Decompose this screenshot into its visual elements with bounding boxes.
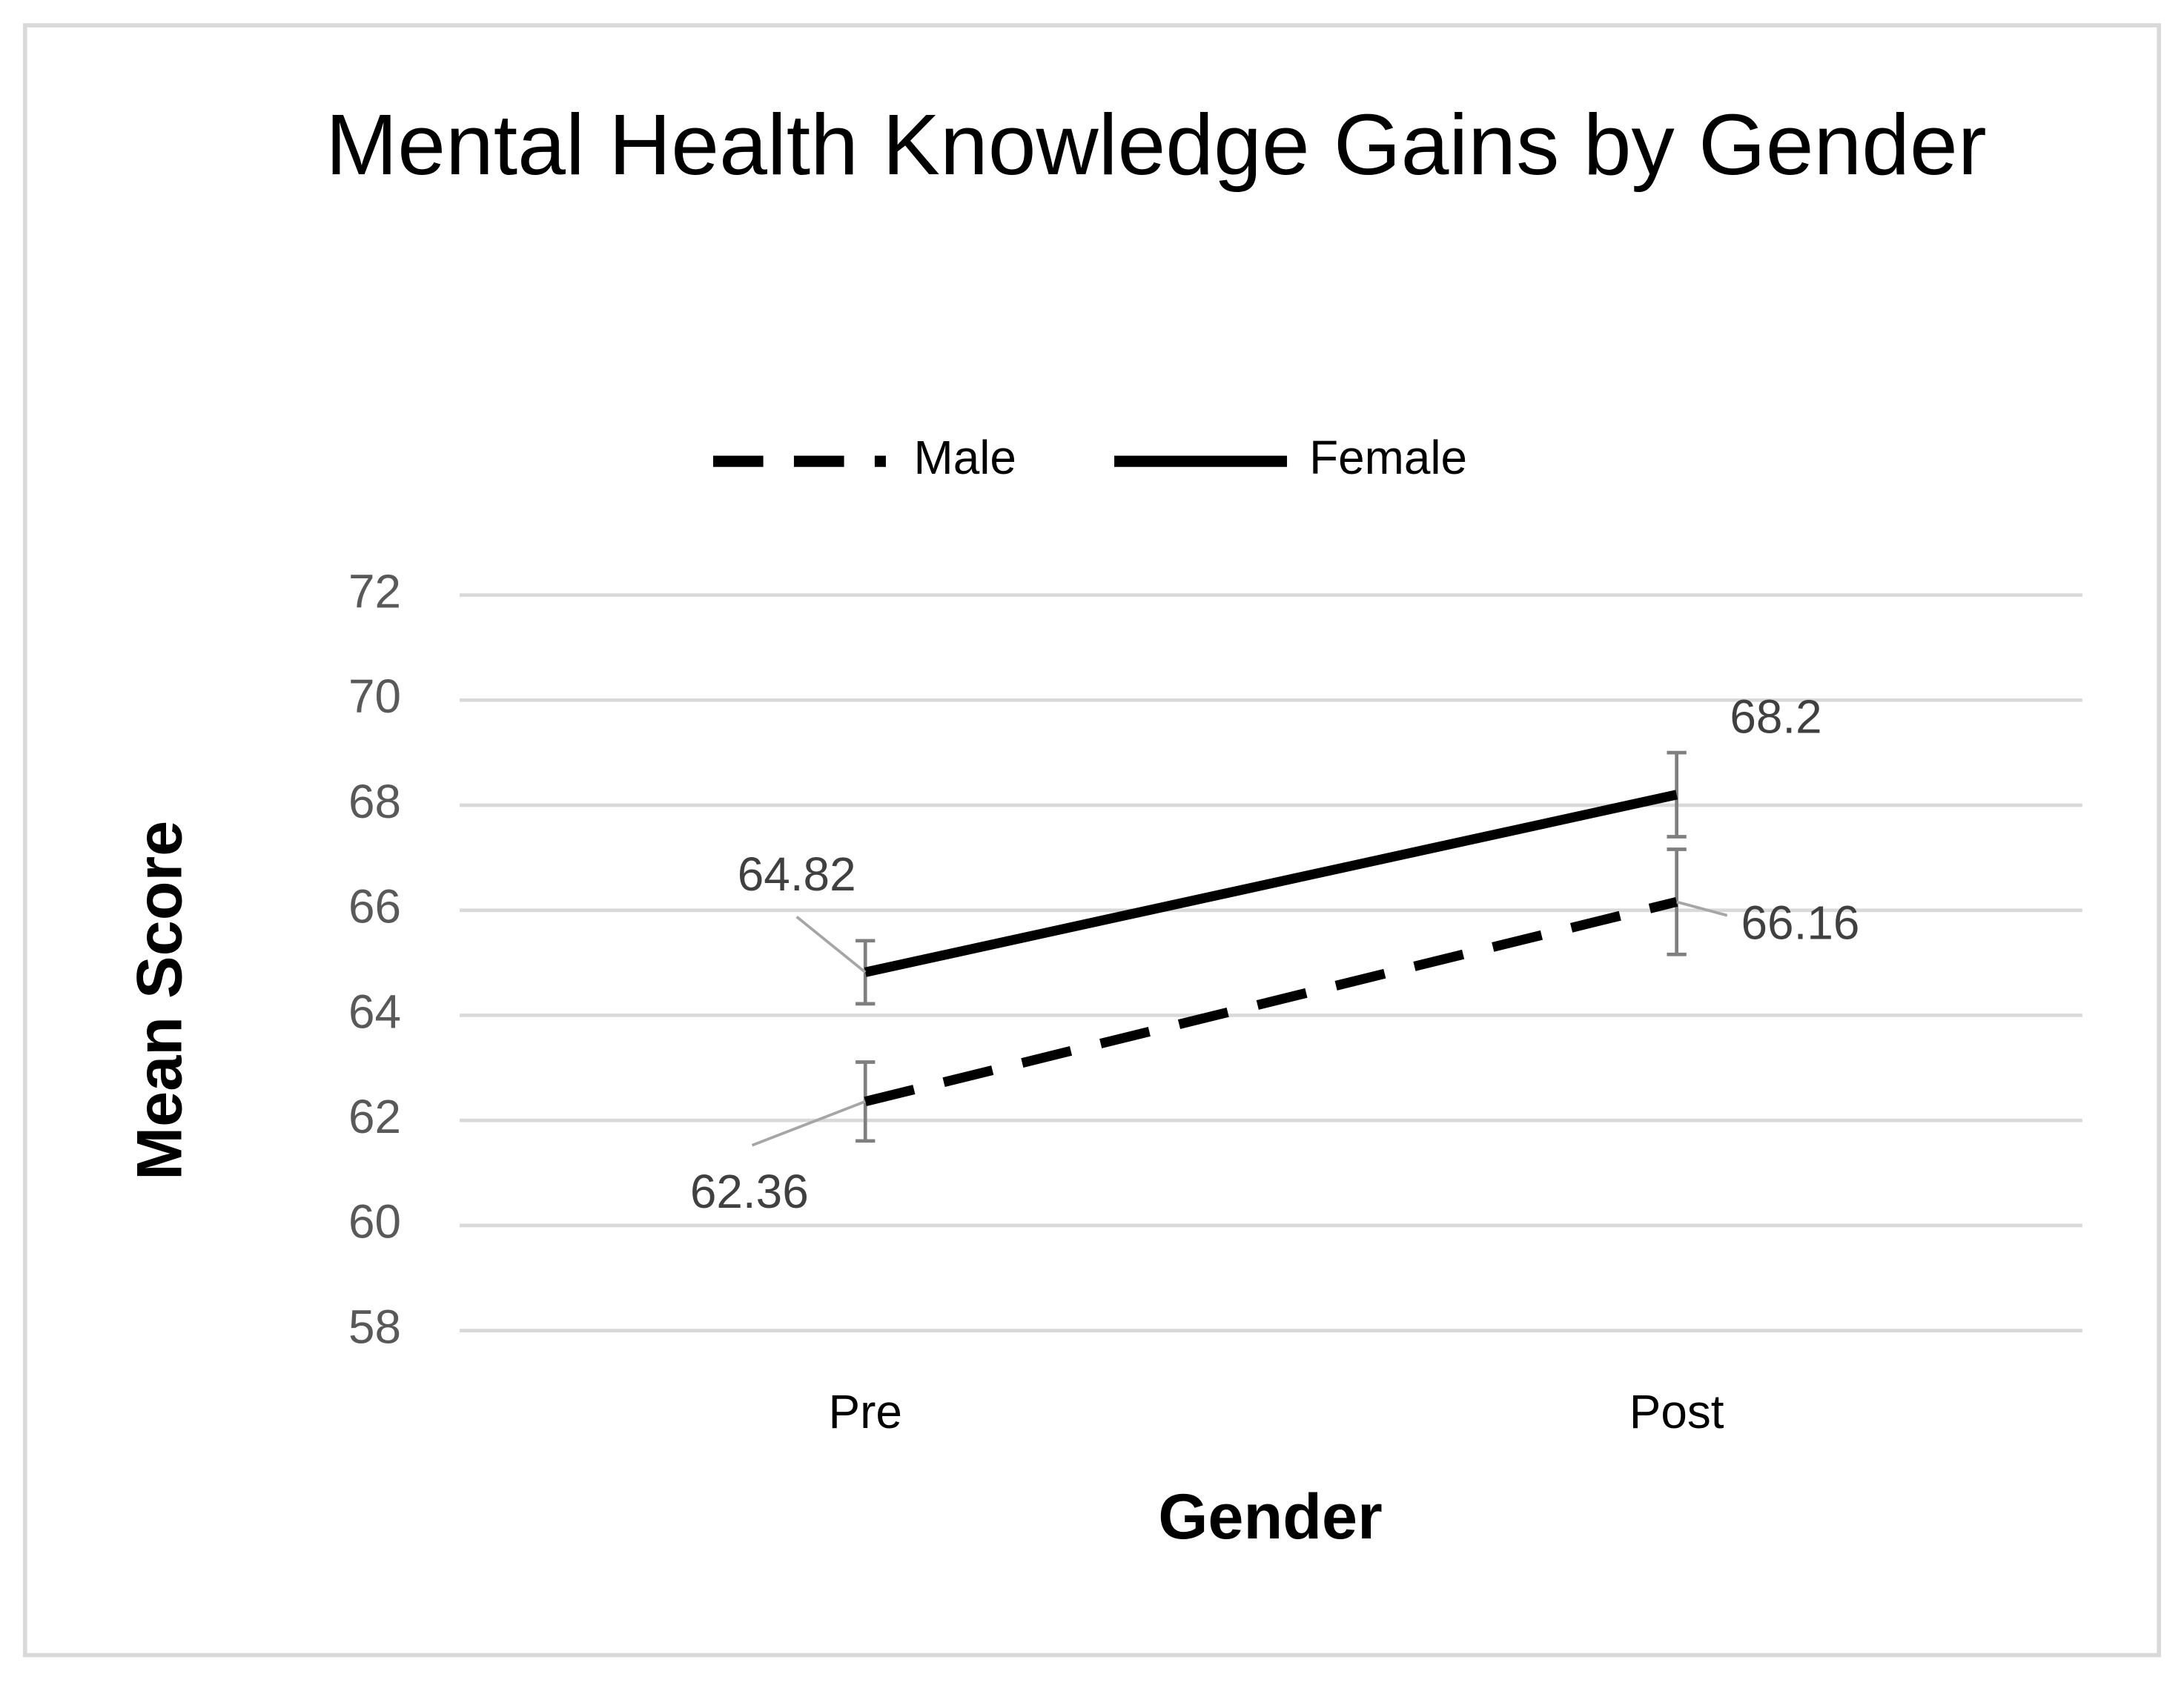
y-tick-label: 60 xyxy=(348,1195,401,1249)
title-container: Mental Health Knowledge Gains by Gender xyxy=(325,97,1987,194)
leader-line xyxy=(751,1100,866,1147)
x-tick-label: Post xyxy=(1629,1385,1724,1438)
x-axis-title: Gender xyxy=(1158,1481,1383,1553)
chart-title: Mental Health Knowledge Gains by Gender xyxy=(325,97,1987,194)
y-tick-label: 72 xyxy=(348,564,401,618)
data-label: 64.82 xyxy=(738,847,856,901)
y-axis-title: Mean Score xyxy=(125,821,196,1180)
leader-line xyxy=(1676,900,1728,917)
chart-frame xyxy=(23,23,2161,1658)
data-label: 68.2 xyxy=(1730,690,1821,744)
leader-line xyxy=(795,916,867,973)
y-tick-label: 58 xyxy=(348,1300,401,1353)
data-label: 66.16 xyxy=(1741,896,1860,950)
y-tick-label: 64 xyxy=(348,985,401,1038)
legend-label: Male xyxy=(914,431,1016,484)
y-tick-label: 68 xyxy=(348,775,401,828)
series-line xyxy=(864,896,1678,1107)
y-tick-label: 62 xyxy=(348,1090,401,1143)
x-tick-label: Pre xyxy=(829,1385,902,1438)
y-tick-label: 70 xyxy=(348,670,401,723)
data-label: 62.36 xyxy=(690,1165,809,1218)
series-line xyxy=(864,790,1678,977)
legend-label: Female xyxy=(1309,431,1467,484)
y-tick-label: 66 xyxy=(348,880,401,933)
